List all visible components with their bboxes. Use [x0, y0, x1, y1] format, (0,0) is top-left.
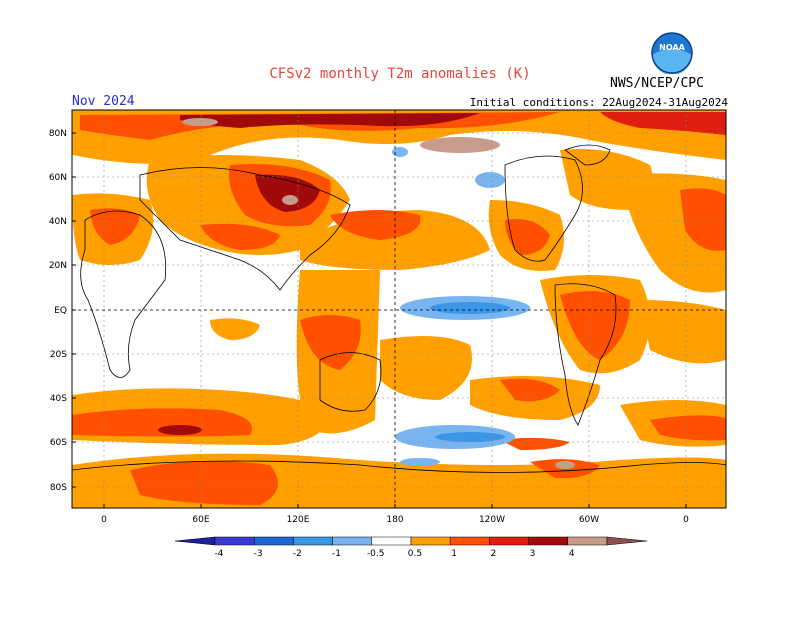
lon-label: 0 — [683, 515, 689, 525]
legend-label: -3 — [254, 549, 263, 559]
legend-swatch — [332, 536, 373, 546]
lat-label: 40S — [50, 394, 67, 404]
legend-swatch — [214, 536, 255, 546]
cold-anomaly-regions — [392, 147, 530, 466]
forecast-month: Nov 2024 — [72, 94, 135, 109]
legend-swatch — [371, 536, 412, 546]
legend-label: -1 — [332, 549, 341, 559]
noaa-logo: NOAA — [651, 32, 693, 74]
lat-label: 20N — [49, 261, 67, 271]
legend-label: 0.5 — [408, 549, 422, 559]
initial-conditions: Initial conditions: 22Aug2024-31Aug2024 — [469, 96, 728, 109]
legend-label: 2 — [490, 549, 496, 559]
legend-label: -0.5 — [367, 549, 385, 559]
americas-warm-region — [488, 149, 726, 374]
legend-swatch — [293, 536, 333, 546]
legend-swatch — [253, 536, 294, 546]
legend-low-arrow — [174, 536, 216, 546]
arctic-warm-region — [72, 110, 726, 164]
antarctica-warm-region — [72, 453, 726, 508]
coastlines — [72, 144, 726, 473]
legend-swatch — [567, 536, 608, 546]
legend-swatch — [449, 536, 490, 546]
color-legend: -4 -3 -2 -1 -0.5 0.5 1 2 3 4 — [174, 536, 648, 559]
lat-label: 60N — [49, 173, 67, 183]
longitude-axis: 0 60E 120E 180 120W 60W 0 — [101, 504, 689, 525]
grid — [72, 110, 726, 508]
legend-swatch — [410, 536, 451, 546]
lat-label: 80N — [49, 129, 67, 139]
lat-label: 80S — [50, 483, 67, 493]
tropics-warm-region — [210, 210, 490, 434]
legend-swatch — [528, 536, 569, 546]
lon-label: 120E — [287, 515, 310, 525]
lon-label: 0 — [101, 515, 107, 525]
legend-label: -4 — [214, 549, 223, 559]
logo-text: NOAA — [659, 43, 685, 52]
lat-label: 40N — [49, 217, 67, 227]
eurasia-warm-region — [72, 155, 350, 265]
legend-label: 3 — [530, 549, 536, 559]
legend-high-arrow — [606, 536, 648, 546]
lon-label: 120W — [479, 515, 505, 525]
lon-label: 60E — [192, 515, 209, 525]
lon-label: 60W — [579, 515, 599, 525]
lat-label: 20S — [50, 350, 67, 360]
lat-label: 60S — [50, 438, 67, 448]
legend-label: 4 — [569, 549, 575, 559]
legend-label: -2 — [293, 549, 302, 559]
legend-swatch — [489, 536, 529, 546]
latitude-axis: 80N 60N 40N 20N EQ 20S 40S 60S 80S — [49, 129, 76, 493]
map-title: CFSv2 monthly T2m anomalies (K) — [269, 66, 531, 82]
lat-label: EQ — [54, 306, 67, 316]
legend-label: 1 — [451, 549, 457, 559]
lon-label: 180 — [386, 515, 403, 525]
map-frame — [71, 109, 727, 509]
agency-label: NWS/NCEP/CPC — [610, 76, 704, 91]
